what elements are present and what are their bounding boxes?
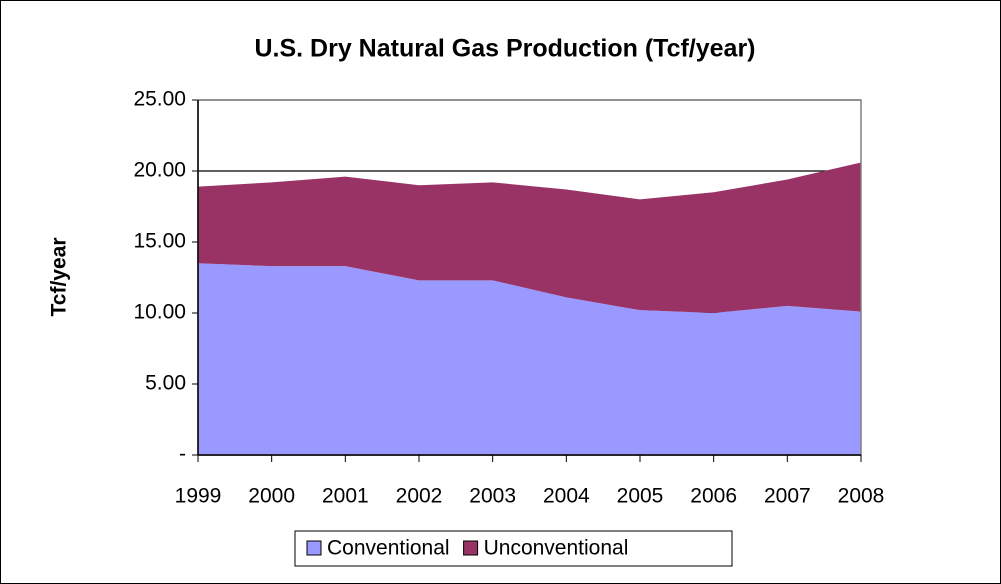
y-tick-label: 10.00 — [133, 301, 186, 324]
x-tick-label: 2001 — [322, 485, 369, 508]
x-tick-label: 2000 — [248, 485, 295, 508]
legend-label: Unconventional — [484, 537, 629, 560]
x-tick-label: 2003 — [469, 485, 516, 508]
legend-box — [294, 530, 733, 567]
x-tick-label: 1999 — [175, 485, 222, 508]
area — [198, 162, 861, 313]
y-tick-label: 15.00 — [133, 230, 186, 253]
x-tick-label: 2002 — [396, 485, 443, 508]
x-tick-label: 2007 — [764, 485, 811, 508]
y-tick-label: 20.00 — [133, 159, 186, 182]
area — [198, 263, 861, 455]
x-tick-label: 2008 — [838, 485, 885, 508]
legend-label: Conventional — [327, 537, 450, 560]
y-tick-label: 5.00 — [145, 372, 186, 395]
legend-swatch — [463, 540, 479, 556]
chart-title: U.S. Dry Natural Gas Production (Tcf/yea… — [254, 35, 755, 63]
x-tick-label: 2006 — [690, 485, 737, 508]
y-axis-label: Tcf/year — [48, 238, 71, 317]
y-tick-label: - — [179, 443, 186, 466]
x-tick-label: 2004 — [543, 485, 590, 508]
y-tick-label: 25.00 — [133, 88, 186, 111]
legend-swatch — [306, 540, 322, 556]
x-tick-label: 2005 — [617, 485, 664, 508]
